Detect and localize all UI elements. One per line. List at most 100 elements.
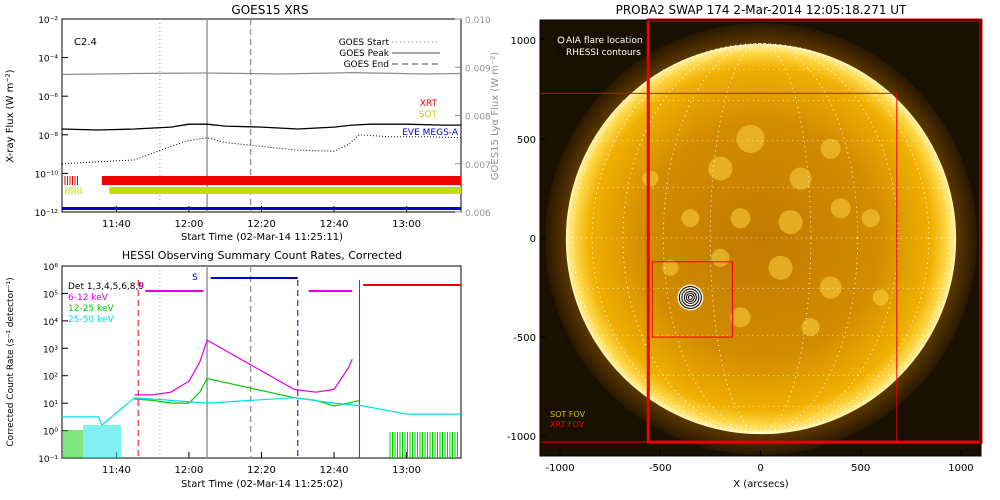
active-region <box>681 209 700 228</box>
goes-series-line <box>61 123 461 131</box>
hessi-state-bar <box>210 277 298 279</box>
goes-y-tick-label: 10⁻¹⁰ <box>35 170 59 180</box>
hessi-state-bars <box>63 277 461 458</box>
goes-series-line <box>61 134 462 165</box>
goes-y-tick-label: 10⁻⁸ <box>38 132 58 142</box>
swap-x-tick-label: -500 <box>649 463 672 474</box>
rhessi-contour-marker-icon <box>557 48 565 56</box>
goes-y-tick-right-label: 0.009 <box>465 64 491 74</box>
hessi-x-axis-label: Start Time (02-Mar-14 11:25:02) <box>181 479 343 490</box>
goes-x-tick-label: 13:00 <box>392 219 421 230</box>
rhessi-contour <box>685 292 695 302</box>
legend-goes-peak: GOES Peak <box>339 49 389 59</box>
goes-x-tick-label: 12:00 <box>175 219 204 230</box>
hessi-y-tick-label: 10⁰ <box>43 428 58 438</box>
swap-y-tick-label: 0 <box>530 234 536 245</box>
hessi-y-tick-label: 10⁻¹ <box>38 455 58 465</box>
swap-x-axis-label: X (arcsecs) <box>733 479 789 490</box>
hessi-marker-n: N <box>138 281 144 290</box>
goes-coverage-bar <box>246 176 461 185</box>
hessi-title: HESSI Observing Summary Count Rates, Cor… <box>122 249 402 262</box>
hessi-x-ticks: 11:40 12:00 12:20 12:40 13:00 <box>102 452 421 476</box>
goes-legend: GOES Start GOES Peak GOES End <box>339 38 440 70</box>
rhessi-contour <box>687 294 693 300</box>
swap-y-tick-label: 500 <box>517 135 536 146</box>
swap-y-tick-label: 1000 <box>511 36 536 47</box>
swap-panel: PROBA2 SWAP 174 2-Mar-2014 12:05:18.271 … <box>507 3 983 490</box>
hessi-series-line <box>134 377 360 407</box>
legend-goes-end: GOES End <box>344 60 389 70</box>
active-region <box>662 259 679 276</box>
hessi-x-tick-label: 13:00 <box>392 465 421 476</box>
swap-x-ticks: -1000 -500 0 500 1000 <box>546 450 974 474</box>
goes-y-tick-right-label: 0.008 <box>465 113 491 123</box>
rhessi-contour <box>681 288 700 307</box>
rhessi-contour <box>678 285 702 309</box>
goes-coverage-bar <box>62 207 461 210</box>
label-xrt: XRT <box>420 99 438 109</box>
goes-series-line <box>61 71 462 76</box>
hessi-y-axis-label: Corrected Count Rate (s⁻¹ detector⁻¹) <box>6 277 16 446</box>
hessi-y-tick-label: 10¹ <box>43 400 58 410</box>
goes-y-ticks: 10⁻² 10⁻⁴ 10⁻⁶ 10⁻⁸ 10⁻¹⁰ 10⁻¹² <box>35 16 68 219</box>
active-region <box>730 307 751 328</box>
longitude-line <box>572 43 949 433</box>
active-region <box>736 124 765 153</box>
hessi-y-tick-label: 10⁶ <box>43 263 58 273</box>
hessi-x-tick-label: 12:40 <box>320 465 349 476</box>
goes-y-tick-label: 10⁻⁶ <box>38 93 58 103</box>
legend-sot-fov: SOT FOV <box>550 410 586 419</box>
hessi-series-line <box>62 397 461 427</box>
legend-goes-start: GOES Start <box>339 38 390 48</box>
goes-coverage-bars <box>62 176 462 210</box>
heliographic-grid <box>566 43 955 433</box>
active-region <box>801 318 820 337</box>
active-region <box>872 289 889 306</box>
active-region <box>778 210 803 235</box>
goes-y-tick-right-label: 0.007 <box>465 161 491 171</box>
hessi-panel: HESSI Observing Summary Count Rates, Cor… <box>6 249 462 490</box>
longitude-line <box>709 43 812 433</box>
active-region <box>711 248 730 267</box>
active-region <box>820 138 841 159</box>
swap-legend-bottom: SOT FOV XRT FOV <box>550 410 586 429</box>
active-region <box>819 276 842 299</box>
goes-y-tick-label: 10⁻¹² <box>35 209 59 219</box>
goes-coverage-bar <box>101 176 247 185</box>
goes-x-axis-label: Start Time (02-Mar-14 11:25:11) <box>181 232 343 243</box>
active-region <box>830 198 851 219</box>
swap-y-tick-label: -500 <box>513 333 536 344</box>
label-sot: SOT <box>419 110 438 120</box>
active-region <box>768 255 793 280</box>
rhessi-contour <box>683 290 697 304</box>
active-region <box>708 156 733 181</box>
goes-title: GOES15 XRS <box>231 3 308 17</box>
hessi-y-tick-label: 10² <box>43 373 58 383</box>
hessi-y-tick-label: 10³ <box>43 345 58 355</box>
legend-xrt-fov: XRT FOV <box>550 420 585 429</box>
swap-y-ticks: 1000 500 0 -500 -1000 <box>507 36 546 443</box>
sun-disk <box>565 43 957 435</box>
active-region <box>642 170 659 187</box>
label-eve: EVE MEGS-A <box>402 128 459 138</box>
swap-legend-top: AIA flare location RHESSI contours <box>557 36 643 58</box>
hessi-state-bar <box>363 284 461 286</box>
goes-y-tick-label: 10⁻² <box>38 16 58 26</box>
active-region <box>861 209 880 228</box>
hessi-series-group <box>62 339 461 427</box>
legend-hessi-det: Det 1,3,4,5,6,8,9 <box>68 282 144 292</box>
sun-active-regions <box>642 124 889 337</box>
swap-y-tick-label: -1000 <box>507 432 536 443</box>
goes-x-tick-label: 11:40 <box>102 219 131 230</box>
legend-rhessi-contours: RHESSI contours <box>566 48 641 58</box>
goes-series-group <box>61 71 462 165</box>
hessi-y-ticks: 10⁶ 10⁵ 10⁴ 10³ 10² 10¹ 10⁰ 10⁻¹ <box>38 263 68 465</box>
aia-flare-location <box>677 284 704 311</box>
goes-y-axis-label: X-ray Flux (W m⁻²) <box>5 69 16 162</box>
legend-hessi-6-12: 6-12 keV <box>68 293 109 303</box>
goes-y-tick-right-label: 0.010 <box>465 16 491 26</box>
hessi-x-tick-label: 12:00 <box>175 465 204 476</box>
aia-location-marker-icon <box>557 36 565 44</box>
hessi-series-line <box>134 339 353 396</box>
